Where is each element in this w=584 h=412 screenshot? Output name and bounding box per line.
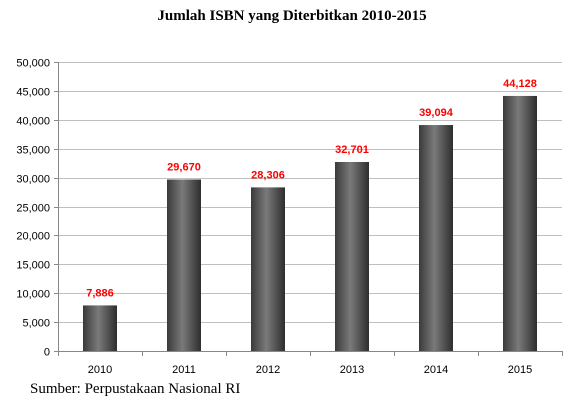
data-label: 32,701	[335, 144, 369, 156]
x-tick-label: 2010	[88, 364, 112, 376]
bar	[503, 95, 537, 352]
x-tick-label: 2015	[508, 364, 532, 376]
y-tick-label: 20,000	[16, 231, 50, 243]
gridlines	[58, 62, 562, 323]
labels: 7,886 2010 29,670 2011 28,306 2012 32,701 2013 3…	[86, 78, 537, 376]
chart-title: Jumlah ISBN yang Diterbitkan 2010-2015	[157, 8, 427, 24]
bar	[419, 125, 453, 351]
bar	[335, 161, 369, 351]
bar	[251, 187, 285, 351]
y-tick-label: 25,000	[16, 203, 50, 215]
y-tick-label: 35,000	[16, 145, 50, 157]
y-tick-label: 0	[44, 347, 50, 359]
y-tick-label: 5,000	[22, 318, 50, 330]
x-tick-label: 2011	[172, 364, 196, 376]
bars	[83, 95, 537, 352]
data-label: 44,128	[503, 78, 537, 90]
y-tick-label: 10,000	[16, 289, 50, 301]
y-tick-label: 50,000	[16, 58, 50, 70]
x-tick-label: 2013	[340, 364, 364, 376]
bar	[167, 179, 201, 351]
y-tick-label: 15,000	[16, 260, 50, 272]
data-label: 29,670	[167, 162, 201, 174]
y-tick-label: 45,000	[16, 87, 50, 99]
axes: 0 5,000 10,000 15,000 20,000 25,000 30,000 35,0…	[16, 58, 563, 359]
data-label: 39,094	[419, 107, 454, 119]
x-tick-label: 2014	[424, 364, 448, 376]
y-tick-label: 30,000	[16, 174, 50, 186]
bar	[83, 305, 117, 351]
y-tick-label: 40,000	[16, 116, 50, 128]
x-tick-label: 2012	[256, 364, 280, 376]
data-label: 28,306	[251, 169, 285, 181]
source-note: Sumber: Perpustakaan Nasional RI	[30, 381, 241, 397]
data-label: 7,886	[86, 287, 114, 299]
